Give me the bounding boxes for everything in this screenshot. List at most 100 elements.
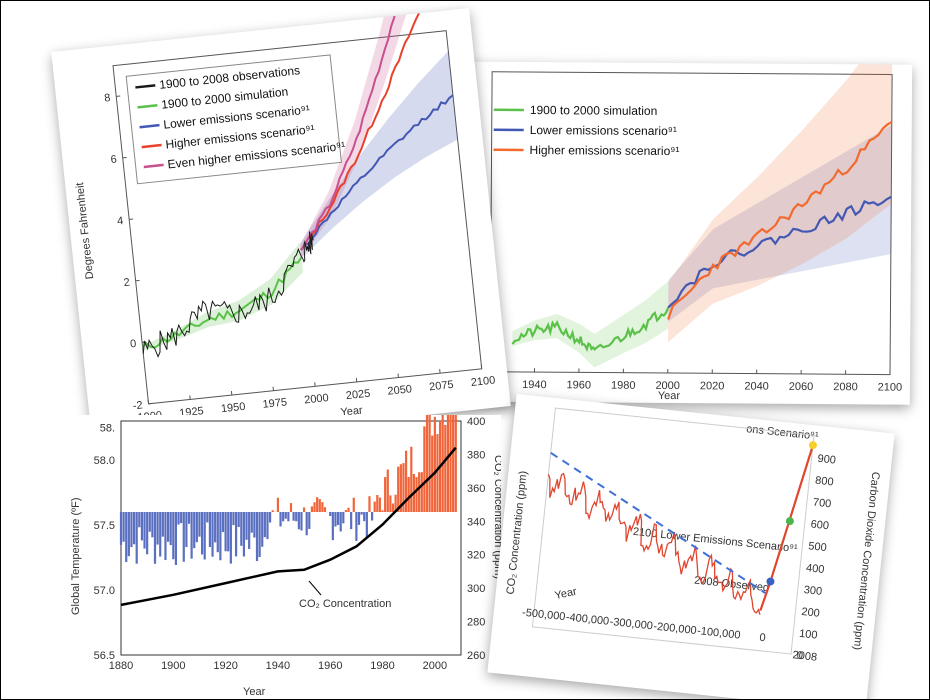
panel-a-x-tick: 2075 (429, 379, 455, 393)
panel-a-x-tick: 2025 (345, 388, 371, 402)
panel-d-y2-tick: 700 (812, 497, 832, 511)
panel-b-series-line (667, 195, 892, 309)
panel-b-chart: Year 19201940196019802000202020402060208… (478, 19, 902, 402)
panel-c-bar (363, 512, 366, 522)
panel-c-bar (376, 495, 379, 512)
panel-d-y2-tick: 800 (815, 475, 835, 489)
panel-b-x-tick: 1940 (522, 379, 547, 391)
panel-c-y-tick: 58.0 (94, 455, 115, 467)
panel-c-bar (428, 406, 431, 512)
panel-a-x-tick: 1950 (220, 401, 246, 415)
panel-b-legend-label: 1900 to 2000 simulation (530, 103, 658, 118)
panel-a-y-tick: 0 (130, 338, 137, 351)
panel-c-bar (177, 512, 180, 525)
panel-d-annotation-2: 2100 Lower Emissions Scenario⁹¹ (632, 526, 798, 555)
panel-c-bar (318, 499, 321, 512)
panel-b-series-line (667, 121, 893, 320)
panel-b: Year 19201940196019802000202020402060208… (419, 19, 913, 405)
panel-c-bar (391, 503, 395, 512)
panel-d-dashed-trend (550, 451, 766, 594)
panel-a-band-lower (300, 50, 458, 259)
panel-c-y2-tick: 400 (467, 416, 485, 428)
panel-c-bar (310, 506, 314, 512)
panel-c-bar (221, 512, 225, 533)
panel-c-bar (441, 408, 444, 512)
panel-d-y2-tick: 100 (799, 628, 819, 642)
panel-d-y2-tick: 600 (810, 518, 830, 532)
panel-c-bar (339, 512, 342, 532)
panel-b-x-tick: 1980 (611, 380, 636, 392)
panel-c-bar (420, 472, 423, 512)
panel-c-bar (146, 512, 149, 555)
panel-c-plot-frame (120, 420, 462, 656)
panel-c-bar (313, 502, 316, 512)
panel-c-bar (208, 512, 212, 547)
panel-c-bar (276, 497, 280, 512)
panel-c-bar (410, 446, 413, 512)
panel-c-bar (143, 512, 146, 549)
panel-c-bar (308, 512, 311, 529)
panel-c-bar (234, 512, 238, 557)
panel-c: Year Global Temperature (ºF) CO₂ Concent… (59, 380, 504, 699)
panel-c-bar (153, 512, 157, 564)
panel-c-bar (229, 512, 232, 564)
panel-c-bar (193, 512, 196, 549)
panel-d-chart: Year CO₂ Concentration (ppm) Carbon Diox… (505, 407, 881, 664)
panel-c-x-tick: 1940 (266, 660, 290, 672)
panel-b-x-tick: 2060 (789, 381, 814, 393)
panel-c-bar (402, 463, 405, 512)
panel-d-annotation-1: ons Scenario⁹¹ (746, 423, 820, 443)
panel-c-bar (164, 512, 167, 561)
panel-d-y2-tick: 900 (817, 453, 837, 467)
panel-b-x-tick: 1960 (567, 379, 592, 391)
panel-c-bar (423, 426, 426, 512)
panel-c-xlabel: Year (243, 686, 266, 698)
panel-d-x-tick: -300,000 (609, 616, 653, 632)
panel-c-x-tick: 1880 (109, 660, 133, 672)
panel-d-plot-frame (531, 407, 815, 655)
panel-a-legend-swatch (139, 123, 160, 129)
panel-c-bar (433, 416, 436, 512)
panel-a: Year Degrees Fahrenheit 1900192519501975… (51, 1, 511, 450)
panel-c-y2-tick: 280 (467, 617, 485, 629)
panel-c-bar (248, 512, 251, 549)
panel-c-y-tick: 58. (100, 423, 115, 435)
panel-a-y-tick: 4 (117, 215, 124, 228)
panel-b-x-tick: 2080 (833, 381, 858, 393)
panel-c-bar (331, 512, 334, 541)
panel-c-bar (399, 464, 402, 512)
panel-d-y2-tick: 500 (808, 540, 828, 554)
panel-c-bar (263, 512, 266, 538)
panel-a-legend-swatch (135, 84, 156, 89)
panel-d-x-tick: -400,000 (565, 611, 609, 627)
panel-c-bar (180, 512, 183, 524)
panel-c-bar (289, 503, 293, 512)
panel-c-x-tick: 2000 (423, 660, 447, 672)
panel-c-bar (227, 512, 230, 552)
panel-d-marker-2008 (766, 577, 775, 586)
panel-c-bar (224, 512, 227, 552)
panel-c-bar (195, 512, 198, 543)
panel-c-y2-tick: 260 (467, 650, 485, 662)
panel-d-y2-tick: 200 (801, 606, 821, 620)
panel-b-x-tick: 2040 (744, 381, 769, 393)
panel-c-bar (297, 512, 300, 530)
panel-c-bar (138, 512, 141, 528)
panel-c-annotation: CO₂ Concentration (299, 598, 391, 610)
panel-c-bar (206, 512, 209, 523)
panel-c-bar (174, 512, 178, 565)
panel-c-bar (452, 405, 455, 512)
panel-c-bar (172, 512, 175, 560)
panel-a-series-line (141, 256, 303, 349)
panel-c-bar (169, 512, 172, 546)
panel-c-annotation-pointer (308, 580, 322, 596)
panel-c-bar (287, 512, 290, 522)
panel-c-bar (355, 512, 358, 541)
panel-c-bar (381, 510, 384, 512)
panel-c-bar (373, 501, 376, 512)
panel-c-bar (444, 424, 447, 512)
panel-c-x-tick: 1980 (370, 660, 394, 672)
panel-c-bar (446, 408, 450, 512)
panel-c-y2-tick: 320 (467, 550, 485, 562)
panel-a-y-tick: 6 (110, 154, 117, 167)
